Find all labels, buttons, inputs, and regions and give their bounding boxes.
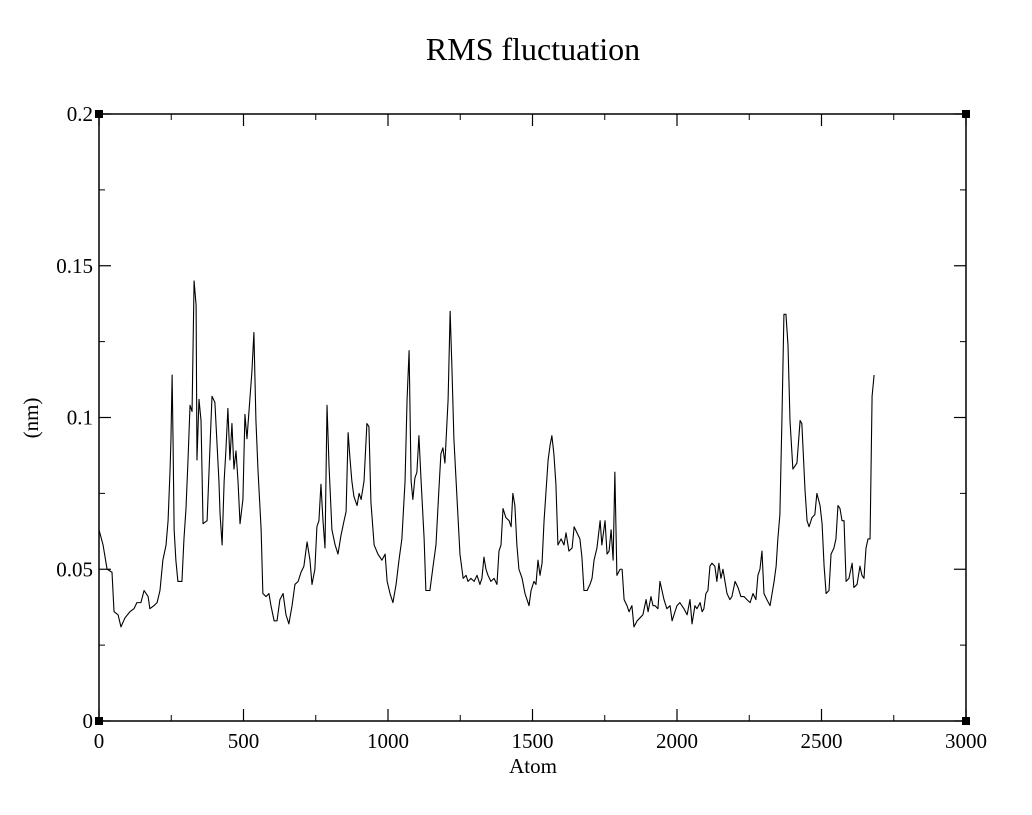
x-tick-label: 1000: [367, 729, 409, 753]
chart-title: RMS fluctuation: [426, 31, 640, 67]
x-axis-label: Atom: [509, 754, 557, 778]
x-tick-label: 0: [94, 729, 105, 753]
data-line: [98, 280, 875, 628]
y-tick-label: 0.2: [67, 102, 93, 126]
y-tick-label: 0: [83, 709, 94, 733]
x-tick-label: 500: [228, 729, 260, 753]
x-tick-label: 1500: [512, 729, 554, 753]
x-tick-label: 2000: [656, 729, 698, 753]
x-tick-label: 3000: [945, 729, 987, 753]
y-axis-label: (nm): [19, 398, 43, 439]
x-tick-label: 2500: [801, 729, 843, 753]
y-tick-label: 0.1: [67, 406, 93, 430]
y-tick-label: 0.05: [56, 557, 93, 581]
y-tick-label: 0.15: [56, 254, 93, 278]
